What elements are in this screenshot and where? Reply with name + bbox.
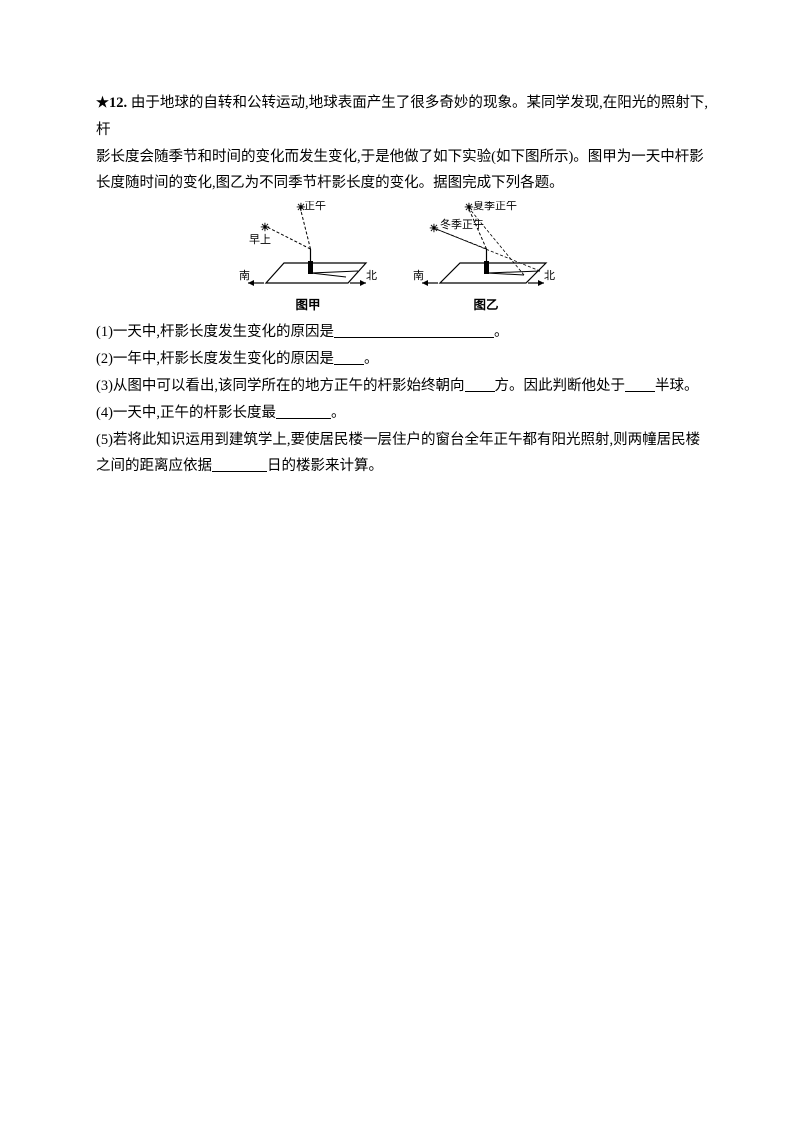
south-label: 南	[239, 269, 250, 282]
q5-text-b: 之间的距离应依据	[96, 458, 212, 474]
blank-4[interactable]	[276, 403, 331, 419]
question-4: (4)一天中,正午的杆影长度最 。	[96, 400, 708, 427]
blank-3a[interactable]	[465, 376, 495, 392]
intro-line-2: 影长度会随季节和时间的变化而发生变化,于是他做了如下实验(如下图所示)。图甲为一…	[96, 149, 704, 165]
summer-noon-label: 夏季正午	[473, 201, 517, 212]
figure-jia-svg: ☀ ☀ 正午 早上 南 北	[238, 201, 378, 296]
q3-text-b: 方。因此判断他处于	[495, 378, 626, 394]
q5-text-c: 日的楼影来计算。	[267, 458, 383, 474]
noon-label: 正午	[304, 201, 326, 212]
figure-jia: ☀ ☀ 正午 早上 南 北 图甲	[238, 201, 378, 317]
sun-icon: ☀	[429, 223, 439, 235]
intro-line-3: 长度随时间的变化,图乙为不同季节杆影长度的变化。据图完成下列各题。	[96, 175, 564, 191]
q2-text-b: 。	[364, 351, 379, 367]
sun-icon: ☀	[260, 222, 270, 234]
winter-noon-label: 冬季正午	[440, 217, 484, 231]
q3-text-c: 半球。	[655, 378, 699, 394]
question-3: (3)从图中可以看出,该同学所在的地方正午的杆影始终朝向 方。因此判断他处于 半球。	[96, 373, 708, 400]
question-number: ★12.	[96, 95, 127, 111]
question-1: (1)一天中,杆影长度发生变化的原因是 。	[96, 319, 708, 346]
north-label: 北	[544, 269, 555, 282]
q4-text-b: 。	[331, 405, 346, 421]
figure-yi: ☀ ☀ 夏季正午 冬季正午 南 北 图乙	[406, 201, 566, 317]
figure-container: ☀ ☀ 正午 早上 南 北 图甲	[96, 201, 708, 317]
figure-yi-label: 图乙	[473, 294, 498, 317]
q2-text-a: (2)一年中,杆影长度发生变化的原因是	[96, 351, 334, 367]
figure-yi-svg: ☀ ☀ 夏季正午 冬季正午 南 北	[406, 201, 566, 296]
blank-2[interactable]	[334, 349, 364, 365]
intro-line-1: 由于地球的自转和公转运动,地球表面产生了很多奇妙的现象。某同学发现,在阳光的照射…	[96, 95, 708, 138]
question-5: (5)若将此知识运用到建筑学上,要使居民楼一层住户的窗台全年正午都有阳光照射,则…	[96, 427, 708, 481]
q1-text-b: 。	[494, 324, 509, 340]
north-label: 北	[366, 269, 377, 282]
blank-3b[interactable]	[625, 376, 655, 392]
q1-text-a: (1)一天中,杆影长度发生变化的原因是	[96, 324, 334, 340]
q5-text-a: (5)若将此知识运用到建筑学上,要使居民楼一层住户的窗台全年正午都有阳光照射,则…	[96, 432, 700, 448]
figure-pair: ☀ ☀ 正午 早上 南 北 图甲	[238, 201, 566, 317]
morning-label: 早上	[249, 233, 271, 246]
q3-text-a: (3)从图中可以看出,该同学所在的地方正午的杆影始终朝向	[96, 378, 465, 394]
figure-jia-label: 图甲	[295, 294, 320, 317]
blank-1[interactable]	[334, 322, 494, 338]
south-label: 南	[413, 269, 424, 282]
question-2: (2)一年中,杆影长度发生变化的原因是 。	[96, 346, 708, 373]
question-intro: ★12. 由于地球的自转和公转运动,地球表面产生了很多奇妙的现象。某同学发现,在…	[96, 90, 708, 197]
blank-5[interactable]	[212, 456, 267, 472]
q4-text-a: (4)一天中,正午的杆影长度最	[96, 405, 276, 421]
